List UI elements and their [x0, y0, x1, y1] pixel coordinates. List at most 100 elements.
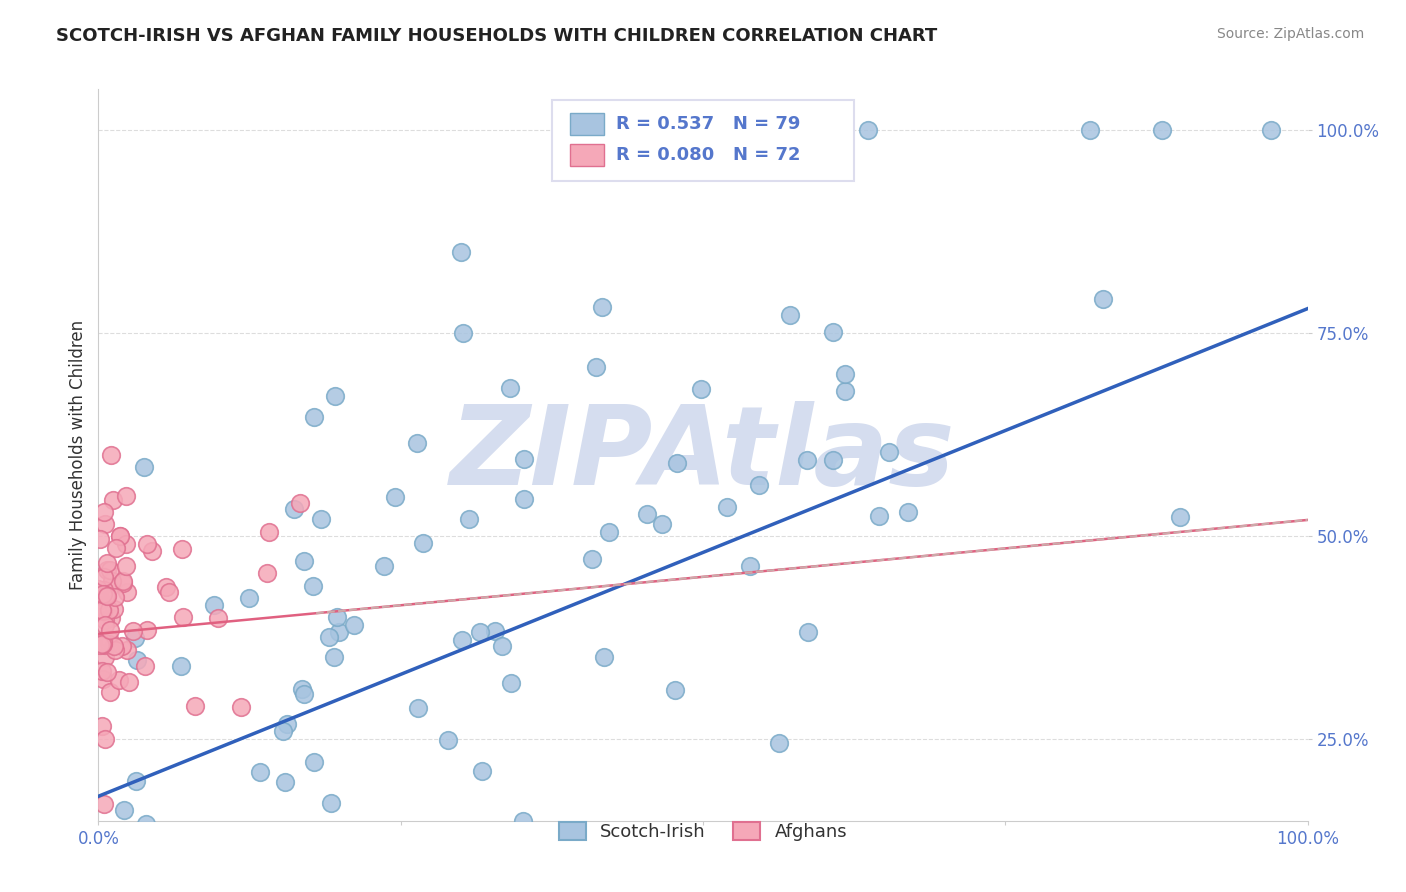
Point: [491, 639, 513, 653]
Point: [155, 580, 177, 594]
Point: [91, 603, 114, 617]
Point: [1168, 510, 1191, 524]
Point: [115, 537, 138, 551]
Point: [90, 592, 112, 607]
Legend: Scotch-Irish, Afghans: Scotch-Irish, Afghans: [551, 814, 855, 848]
Point: [292, 554, 315, 568]
Point: [343, 618, 366, 632]
Point: [134, 658, 156, 673]
Point: [450, 244, 472, 259]
Point: [93, 570, 115, 584]
Y-axis label: Family Households with Children: Family Households with Children: [69, 320, 87, 590]
Point: [257, 524, 280, 539]
Point: [323, 650, 346, 665]
Point: [101, 574, 124, 588]
Point: [321, 796, 343, 810]
Point: [96, 556, 118, 570]
Text: SCOTCH-IRISH VS AFGHAN FAMILY HOUSEHOLDS WITH CHILDREN CORRELATION CHART: SCOTCH-IRISH VS AFGHAN FAMILY HOUSEHOLDS…: [56, 27, 938, 45]
Point: [104, 643, 127, 657]
Point: [412, 536, 434, 550]
Point: [256, 566, 278, 581]
Point: [94, 516, 117, 531]
Text: R = 0.537   N = 79: R = 0.537 N = 79: [616, 115, 800, 133]
Point: [283, 502, 305, 516]
Point: [91, 634, 114, 648]
Point: [96, 564, 118, 578]
Point: [100, 448, 122, 462]
Point: [93, 797, 115, 812]
Point: [93, 583, 115, 598]
Point: [274, 775, 297, 789]
Point: [98, 581, 121, 595]
Point: [897, 505, 920, 519]
Point: [108, 673, 131, 687]
Point: [112, 803, 135, 817]
Point: [103, 640, 125, 654]
Point: [513, 491, 536, 506]
Point: [94, 613, 117, 627]
Point: [823, 325, 845, 339]
Point: [98, 603, 121, 617]
Point: [451, 326, 474, 340]
Point: [271, 723, 294, 738]
Point: [98, 632, 121, 647]
Point: [292, 687, 315, 701]
Point: [94, 618, 117, 632]
Point: [323, 389, 346, 403]
Point: [111, 639, 134, 653]
Point: [1092, 293, 1115, 307]
Point: [98, 685, 121, 699]
Point: [450, 633, 472, 648]
Point: [868, 508, 890, 523]
Point: [318, 631, 340, 645]
Point: [328, 625, 350, 640]
Point: [834, 367, 856, 381]
Point: [779, 308, 801, 322]
Point: [877, 445, 900, 459]
Point: [94, 638, 117, 652]
Point: [103, 602, 125, 616]
Point: [94, 732, 117, 747]
Point: [90, 719, 112, 733]
Point: [112, 575, 135, 590]
Point: [821, 453, 844, 467]
Point: [115, 558, 138, 573]
Point: [115, 489, 138, 503]
Point: [302, 755, 325, 769]
Point: [302, 579, 325, 593]
Point: [111, 574, 134, 589]
Point: [207, 611, 229, 625]
Point: [128, 838, 150, 852]
Point: [748, 477, 770, 491]
Point: [96, 590, 118, 604]
Point: [135, 817, 157, 831]
Point: [238, 591, 260, 605]
Point: [636, 508, 658, 522]
Point: [87, 582, 110, 596]
Point: [373, 558, 395, 573]
Point: [110, 528, 132, 542]
Point: [91, 587, 114, 601]
Point: [100, 611, 122, 625]
Point: [104, 590, 127, 604]
Point: [326, 610, 349, 624]
Point: [458, 512, 481, 526]
Point: [115, 642, 138, 657]
Point: [202, 599, 225, 613]
Point: [101, 492, 124, 507]
Point: [796, 453, 818, 467]
Point: [91, 637, 114, 651]
Point: [690, 382, 713, 396]
Point: [141, 544, 163, 558]
Point: [91, 637, 114, 651]
Point: [98, 623, 121, 637]
Point: [91, 665, 114, 679]
Point: [768, 736, 790, 750]
Point: [797, 624, 820, 639]
Point: [1260, 123, 1282, 137]
Point: [184, 698, 207, 713]
Point: [96, 589, 118, 603]
Point: [231, 699, 253, 714]
Point: [97, 637, 120, 651]
Point: [384, 490, 406, 504]
